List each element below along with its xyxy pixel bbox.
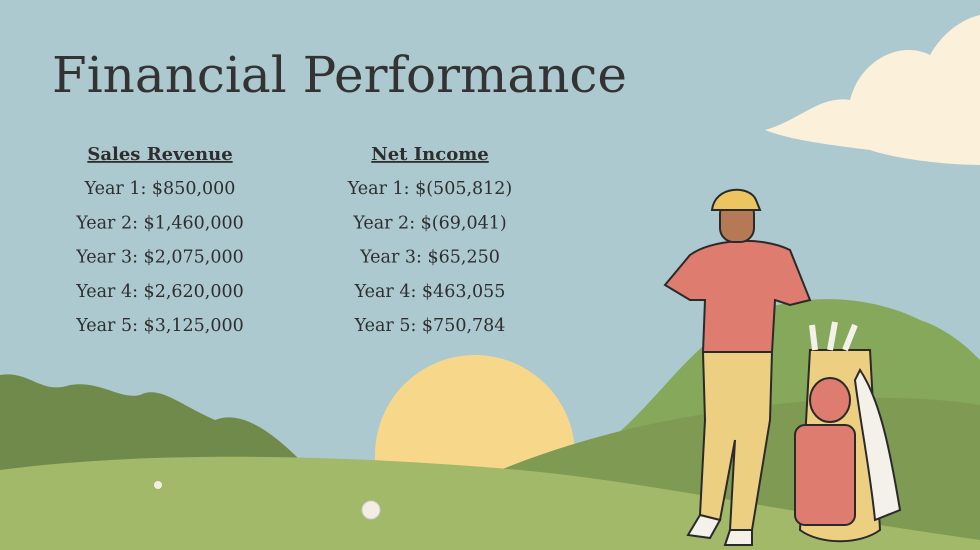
golf-bag — [794, 321, 902, 543]
column-item: Year 4: $2,620,000 — [75, 282, 244, 302]
slide-title: Financial Performance — [52, 46, 627, 104]
bushes-left — [0, 374, 300, 470]
column-heading: Sales Revenue — [87, 144, 232, 165]
column-item: Year 5: $3,125,000 — [75, 316, 244, 336]
column-heading: Net Income — [371, 144, 488, 165]
golf-ball — [154, 481, 162, 489]
column-item: Year 1: $850,000 — [84, 179, 236, 199]
golfer — [663, 188, 812, 546]
column-item: Year 1: $(505,812) — [347, 179, 513, 199]
column-item: Year 2: $(69,041) — [352, 213, 506, 233]
cloud — [765, 15, 980, 165]
column-item: Year 4: $463,055 — [354, 282, 506, 302]
column-item: Year 5: $750,784 — [354, 316, 506, 336]
column-item: Year 3: $2,075,000 — [75, 248, 244, 268]
golf-ball — [361, 500, 381, 520]
column-item: Year 3: $65,250 — [359, 248, 500, 268]
column-item: Year 2: $1,460,000 — [75, 213, 244, 233]
